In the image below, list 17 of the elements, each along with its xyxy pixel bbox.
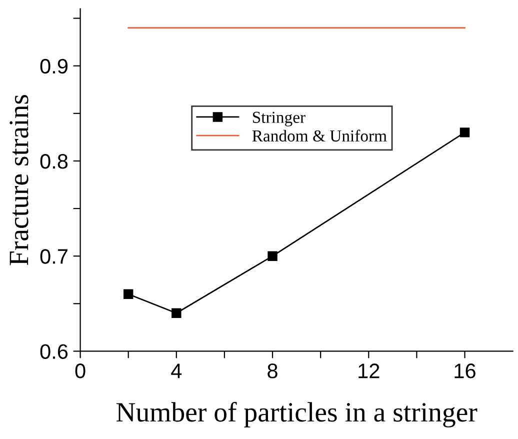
point xyxy=(460,128,470,138)
y-axis-title: Fracture strains xyxy=(10,94,28,266)
legend-label: Random & Uniform xyxy=(252,130,387,142)
x-axis-title: Number of particles in a stringer xyxy=(116,402,478,428)
y-tick-label: 0.7 xyxy=(40,249,68,264)
y-tick-label: 0.6 xyxy=(40,344,68,359)
y-tick-label: 0.9 xyxy=(40,58,68,74)
x-tick-label: 16 xyxy=(454,364,476,378)
x-tick-label: 12 xyxy=(358,364,380,378)
point xyxy=(268,251,278,261)
point xyxy=(172,308,182,318)
x-tick-label: 8 xyxy=(268,364,278,378)
point xyxy=(123,289,134,299)
x-tick-label: 0 xyxy=(75,364,86,378)
x-tick-label: 4 xyxy=(171,364,182,378)
legend-label: Stringer xyxy=(252,112,306,126)
y-tick-label: 0.8 xyxy=(40,154,68,169)
